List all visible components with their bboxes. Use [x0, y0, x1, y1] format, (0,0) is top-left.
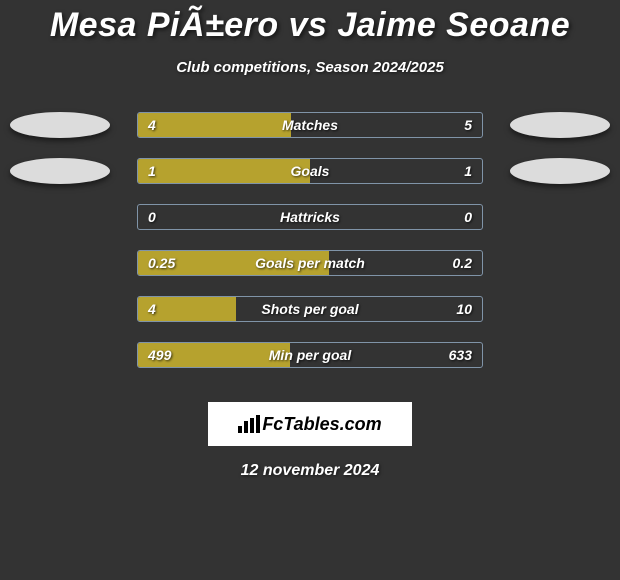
stat-label: Matches: [138, 113, 482, 137]
stat-value-right: 1: [464, 159, 472, 183]
stat-label: Shots per goal: [138, 297, 482, 321]
stat-row: 0Hattricks0: [0, 204, 620, 250]
date-text: 12 november 2024: [0, 462, 620, 480]
stat-bar: 1Goals1: [137, 158, 483, 184]
stat-bar: 0.25Goals per match0.2: [137, 250, 483, 276]
chart-icon: [238, 415, 260, 433]
stat-bar: 499Min per goal633: [137, 342, 483, 368]
player1-name: Mesa PiÃ±ero: [50, 6, 279, 44]
vs-text: vs: [289, 6, 338, 44]
stat-bar: 0Hattricks0: [137, 204, 483, 230]
logo-text: FcTables.com: [238, 414, 381, 435]
badge-left: [10, 112, 110, 138]
stat-value-right: 0: [464, 205, 472, 229]
stat-value-right: 5: [464, 113, 472, 137]
subtitle: Club competitions, Season 2024/2025: [0, 59, 620, 76]
stats-container: 4Matches51Goals10Hattricks00.25Goals per…: [0, 112, 620, 388]
badge-right: [510, 158, 610, 184]
stat-row: 1Goals1: [0, 158, 620, 204]
stat-value-right: 10: [456, 297, 472, 321]
stat-label: Hattricks: [138, 205, 482, 229]
player2-name: Jaime Seoane: [337, 6, 570, 44]
stat-row: 4Shots per goal10: [0, 296, 620, 342]
stat-row: 499Min per goal633: [0, 342, 620, 388]
stat-row: 0.25Goals per match0.2: [0, 250, 620, 296]
stat-label: Min per goal: [138, 343, 482, 367]
stat-row: 4Matches5: [0, 112, 620, 158]
badge-left: [10, 158, 110, 184]
stat-value-right: 633: [449, 343, 472, 367]
logo-box: FcTables.com: [208, 402, 412, 446]
stat-bar: 4Shots per goal10: [137, 296, 483, 322]
logo-label: FcTables.com: [262, 414, 381, 434]
stat-label: Goals per match: [138, 251, 482, 275]
badge-right: [510, 112, 610, 138]
stat-bar: 4Matches5: [137, 112, 483, 138]
stat-label: Goals: [138, 159, 482, 183]
page-title: Mesa PiÃ±ero vs Jaime Seoane: [0, 0, 620, 45]
stat-value-right: 0.2: [453, 251, 472, 275]
